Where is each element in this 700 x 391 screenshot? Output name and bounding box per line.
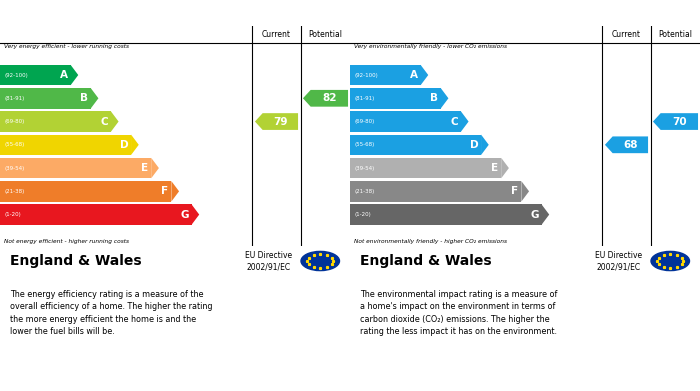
Polygon shape (542, 204, 550, 225)
Text: B: B (80, 93, 88, 103)
Text: EU Directive
2002/91/EC: EU Directive 2002/91/EC (595, 251, 642, 271)
Text: (39-54): (39-54) (354, 165, 374, 170)
FancyBboxPatch shape (350, 65, 421, 85)
Text: (1-20): (1-20) (354, 212, 371, 217)
Text: The energy efficiency rating is a measure of the
overall efficiency of a home. T: The energy efficiency rating is a measur… (10, 290, 213, 336)
Polygon shape (172, 181, 179, 201)
Text: E: E (141, 163, 148, 173)
Polygon shape (481, 135, 489, 155)
FancyBboxPatch shape (350, 88, 441, 109)
Text: 79: 79 (273, 117, 288, 127)
Polygon shape (605, 136, 648, 153)
Text: (55-68): (55-68) (4, 142, 25, 147)
Polygon shape (111, 111, 118, 132)
Text: Very environmentally friendly - lower CO₂ emissions: Very environmentally friendly - lower CO… (354, 44, 507, 48)
Text: (69-80): (69-80) (354, 119, 374, 124)
Text: D: D (470, 140, 478, 150)
Polygon shape (255, 113, 298, 130)
Polygon shape (522, 181, 529, 201)
Text: Potential: Potential (659, 30, 692, 39)
Text: England & Wales: England & Wales (10, 254, 142, 268)
Text: EU Directive
2002/91/EC: EU Directive 2002/91/EC (245, 251, 292, 271)
Text: Energy Efficiency Rating: Energy Efficiency Rating (8, 8, 162, 18)
Text: A: A (410, 70, 418, 80)
Text: 82: 82 (322, 93, 337, 103)
FancyBboxPatch shape (0, 111, 111, 132)
Polygon shape (192, 204, 199, 225)
Polygon shape (151, 158, 159, 178)
Text: (21-38): (21-38) (354, 189, 374, 194)
FancyBboxPatch shape (0, 135, 131, 155)
Text: Not energy efficient - higher running costs: Not energy efficient - higher running co… (4, 239, 129, 244)
Polygon shape (303, 90, 348, 107)
FancyBboxPatch shape (0, 88, 91, 109)
Text: G: G (180, 210, 189, 220)
Text: Current: Current (262, 30, 291, 39)
Polygon shape (441, 88, 449, 109)
Text: (92-100): (92-100) (4, 72, 28, 77)
FancyBboxPatch shape (0, 204, 192, 225)
Text: C: C (101, 117, 108, 127)
Polygon shape (653, 113, 698, 130)
Text: D: D (120, 140, 128, 150)
Text: F: F (512, 187, 519, 196)
Text: (1-20): (1-20) (4, 212, 21, 217)
Text: Not environmentally friendly - higher CO₂ emissions: Not environmentally friendly - higher CO… (354, 239, 507, 244)
Text: (69-80): (69-80) (4, 119, 25, 124)
FancyBboxPatch shape (350, 111, 461, 132)
Polygon shape (421, 65, 428, 85)
Text: The environmental impact rating is a measure of
a home's impact on the environme: The environmental impact rating is a mea… (360, 290, 558, 336)
Text: (55-68): (55-68) (354, 142, 374, 147)
Ellipse shape (651, 251, 690, 271)
Text: Potential: Potential (309, 30, 342, 39)
Text: (81-91): (81-91) (4, 96, 25, 101)
Text: A: A (60, 70, 68, 80)
FancyBboxPatch shape (350, 158, 501, 178)
Text: England & Wales: England & Wales (360, 254, 492, 268)
Polygon shape (131, 135, 139, 155)
Text: Very energy efficient - lower running costs: Very energy efficient - lower running co… (4, 44, 129, 48)
Text: Current: Current (612, 30, 641, 39)
Polygon shape (91, 88, 99, 109)
FancyBboxPatch shape (0, 158, 151, 178)
Text: E: E (491, 163, 498, 173)
Text: F: F (162, 187, 169, 196)
Ellipse shape (301, 251, 340, 271)
Text: G: G (530, 210, 539, 220)
FancyBboxPatch shape (0, 181, 172, 201)
Text: (92-100): (92-100) (354, 72, 378, 77)
FancyBboxPatch shape (0, 65, 71, 85)
Polygon shape (501, 158, 509, 178)
Text: (39-54): (39-54) (4, 165, 25, 170)
FancyBboxPatch shape (350, 135, 481, 155)
FancyBboxPatch shape (350, 181, 522, 201)
Text: (21-38): (21-38) (4, 189, 25, 194)
Polygon shape (461, 111, 468, 132)
FancyBboxPatch shape (350, 204, 542, 225)
Text: Environmental Impact (CO₂) Rating: Environmental Impact (CO₂) Rating (358, 8, 578, 18)
Polygon shape (71, 65, 78, 85)
Text: (81-91): (81-91) (354, 96, 374, 101)
Text: C: C (451, 117, 458, 127)
Text: 70: 70 (672, 117, 687, 127)
Text: 68: 68 (623, 140, 638, 150)
Text: B: B (430, 93, 438, 103)
